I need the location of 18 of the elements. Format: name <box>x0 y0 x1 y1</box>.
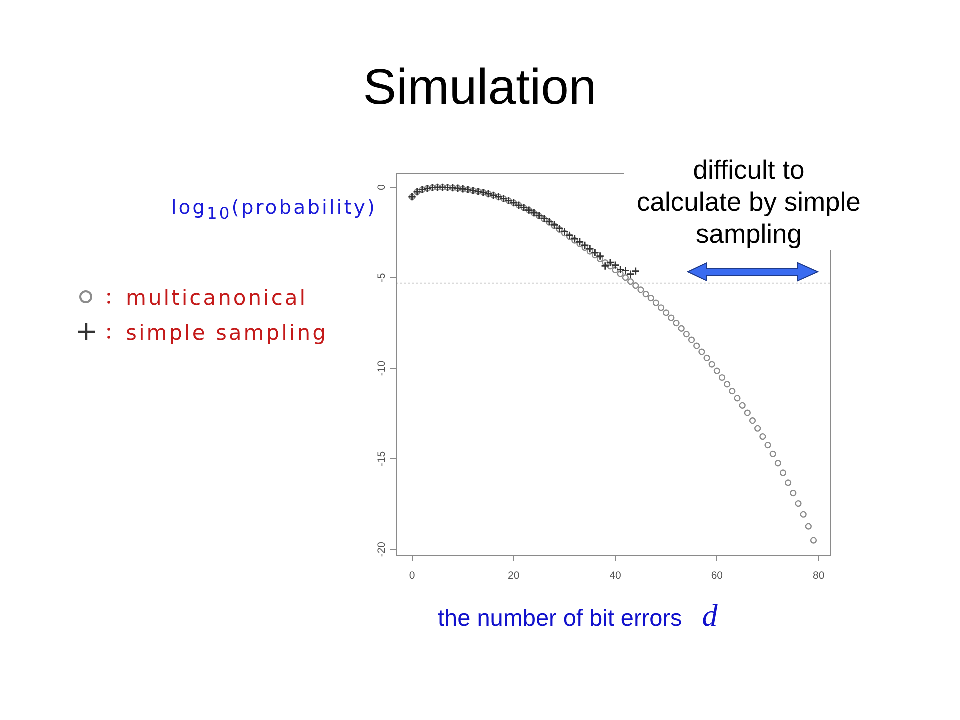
y-axis-title: log$_{10}$(probability) <box>171 196 377 223</box>
x-tick-label: 0 <box>409 570 416 582</box>
y-tick-label: 0 <box>376 184 388 190</box>
x-tick-label: 60 <box>711 570 724 582</box>
point <box>632 267 640 276</box>
x-tick-label: 80 <box>812 570 825 582</box>
legend-label: multicanonical <box>126 286 308 310</box>
annotation: difficult to calculate by simple sampling <box>624 154 874 250</box>
point <box>601 262 610 271</box>
y-tick-label: -20 <box>376 542 388 558</box>
y-tick-label: -15 <box>376 451 388 467</box>
x-tick-label: 40 <box>610 570 622 582</box>
x-tick-label: 20 <box>508 570 520 582</box>
chart-title: Simulation <box>362 58 598 116</box>
legend-label: simple sampling <box>126 321 328 345</box>
y-tick-label: -10 <box>376 360 388 376</box>
y-tick-label: -5 <box>376 273 388 283</box>
x-axis-title: the number of bit errors d <box>438 598 718 633</box>
